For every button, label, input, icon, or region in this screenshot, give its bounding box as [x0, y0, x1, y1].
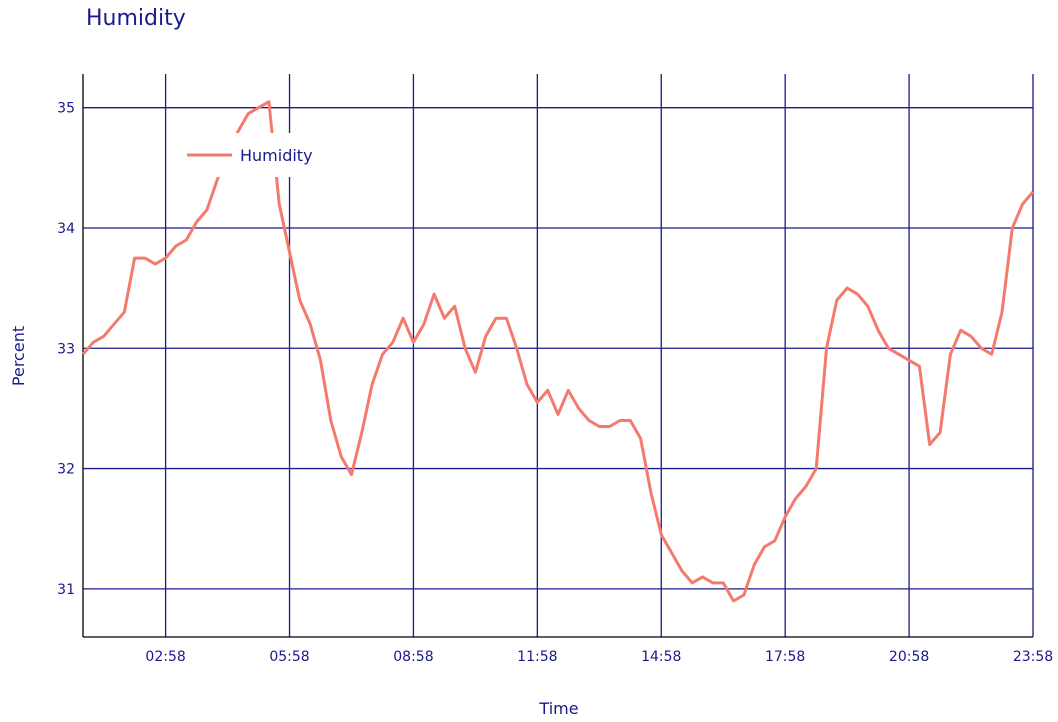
y-tick-label: 32	[57, 462, 75, 478]
legend: Humidity	[180, 133, 326, 177]
humidity-series-line	[81, 100, 1035, 603]
x-tick-label: 14:58	[641, 649, 681, 665]
x-tick-label: 17:58	[765, 649, 805, 665]
y-tick-label: 34	[57, 221, 75, 237]
y-tick-label: 33	[57, 341, 75, 357]
x-tick-label: 08:58	[393, 649, 433, 665]
axes	[82, 74, 1033, 638]
chart-title: Humidity	[86, 6, 186, 31]
x-tick-label: 11:58	[517, 649, 557, 665]
tick-labels: 02:58 05:58 08:58 11:58 14:58 17:58 20:58 23:58…	[57, 101, 1053, 665]
x-axis-label: Time	[538, 699, 578, 718]
y-tick-label: 35	[57, 101, 75, 117]
y-tick-label: 31	[57, 582, 75, 598]
x-tick-label: 02:58	[145, 649, 185, 665]
legend-label: Humidity	[240, 146, 313, 165]
series-layer	[81, 100, 1035, 603]
x-tick-label: 05:58	[269, 649, 309, 665]
gridlines	[83, 74, 1034, 637]
x-tick-label: 23:58	[1013, 649, 1053, 665]
y-axis-label: Percent	[9, 326, 28, 386]
x-tick-label: 20:58	[889, 649, 929, 665]
